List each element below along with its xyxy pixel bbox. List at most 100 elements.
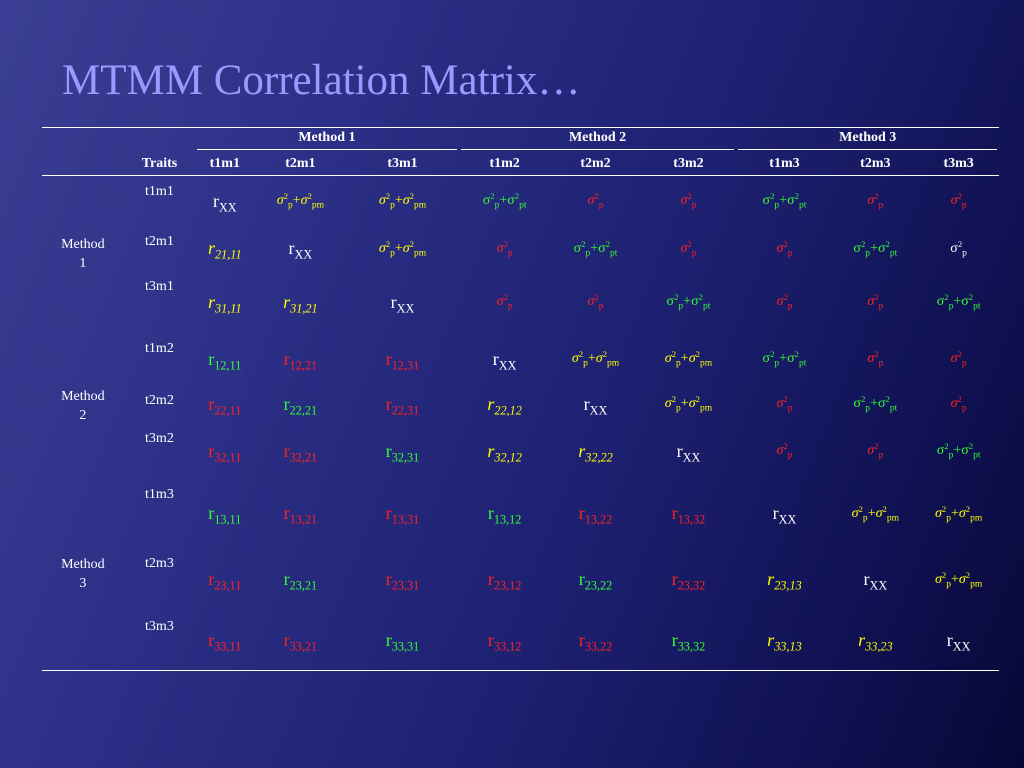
superscript: 2 <box>794 191 799 202</box>
row-header-t3m3: t3m3 <box>145 618 174 634</box>
subscript: p <box>948 301 954 312</box>
row-group-label-line: Method <box>61 237 105 253</box>
matrix-cell: rXX <box>832 548 918 611</box>
subscript: pt <box>889 247 898 258</box>
matrix-row: t3m2 r32,11 r32,21 r32,31 r32,12 r32,22 rXX σ2p… <box>42 423 999 479</box>
cell-text: + <box>292 193 301 209</box>
matrix-row: Method 2 t1m2 r12,11 r12,21 r12,31 rXX σ2p+σ2pm… <box>42 333 999 423</box>
superscript: 2 <box>770 191 775 202</box>
subscript: p <box>878 200 884 211</box>
cell-text: r <box>208 348 215 369</box>
subscript: 13,31 <box>391 512 420 527</box>
subscript: XX <box>396 300 415 315</box>
subscript: XX <box>682 449 701 464</box>
cell-text: r <box>487 569 494 589</box>
matrix-cell: σ2p <box>640 176 736 226</box>
superscript: 2 <box>944 441 949 452</box>
sigma-symbol: σ <box>875 505 883 521</box>
superscript: 2 <box>858 503 863 514</box>
subscript: p <box>494 200 500 211</box>
matrix-cell: σ2p+σ2pt <box>459 176 551 226</box>
subscript: 33,31 <box>391 639 420 654</box>
subscript: pm <box>699 403 713 414</box>
cell-text: r <box>208 393 215 414</box>
subscript: 23,13 <box>774 578 802 593</box>
cell-text: r <box>283 503 290 523</box>
col-header-t2m1: t2m1 <box>285 155 316 171</box>
subscript: p <box>691 247 697 258</box>
subscript: pm <box>414 200 427 211</box>
subscript: 23,22 <box>584 578 613 593</box>
matrix-cell: σ2p+σ2pt <box>551 226 641 271</box>
matrix-cell: r33,22 <box>551 611 641 671</box>
cell-text: r <box>390 291 397 312</box>
col-header-t3m3: t3m3 <box>943 155 974 171</box>
row-group-label-line: 3 <box>79 576 87 592</box>
subscript: pt <box>702 301 711 312</box>
superscript: 2 <box>941 569 947 580</box>
subscript: pt <box>973 301 981 312</box>
cell-text: r <box>208 630 215 651</box>
cell-text: r <box>767 569 775 589</box>
matrix-cell: σ2p <box>918 385 999 423</box>
subscript: p <box>287 200 293 211</box>
cell-text: +σ <box>779 351 795 366</box>
matrix-cell: r32,22 <box>551 423 641 479</box>
matrix-cell: r23,32 <box>640 548 736 611</box>
subscript: 33,11 <box>214 639 242 654</box>
matrix-cell: rXX <box>736 479 832 548</box>
subscript: pt <box>798 358 807 369</box>
matrix-cell: σ2p+σ2pm <box>254 176 346 226</box>
sigma-symbol: σ <box>936 294 945 309</box>
sigma-symbol: σ <box>958 505 966 521</box>
matrix-cell: r31,11 <box>195 271 254 333</box>
row-header-t1m2: t1m2 <box>145 340 174 356</box>
subscript: 32,21 <box>289 449 318 464</box>
row-header-t2m3: t2m3 <box>145 555 174 571</box>
subscript: p <box>774 200 780 211</box>
matrix-cell: r22,31 <box>346 385 458 423</box>
matrix-cell: r22,21 <box>254 385 346 423</box>
matrix-cell: σ2p+σ2pm <box>918 479 999 548</box>
subscript: 21,11 <box>215 247 242 262</box>
matrix-cell: r33,11 <box>195 611 254 671</box>
sigma-symbol: σ <box>680 240 688 256</box>
matrix-cell: r12,21 <box>254 333 346 385</box>
subscript: p <box>585 247 591 258</box>
sigma-symbol: σ <box>402 240 410 256</box>
sigma-symbol: σ <box>402 193 410 209</box>
matrix-cell: σ2p+σ2pt <box>918 271 999 333</box>
matrix-cell: r12,31 <box>346 333 458 385</box>
superscript: 2 <box>514 191 520 202</box>
method-2-row-group: Method 2 <box>42 333 124 479</box>
matrix-row: t3m3 r33,11 r33,21 r33,31 r33,12 r33,22 r33,32… <box>42 611 999 671</box>
matrix-cell: σ2p+σ2pm <box>640 333 736 385</box>
superscript: 2 <box>882 503 887 514</box>
row-header-t2m2: t2m2 <box>145 392 174 408</box>
superscript: 2 <box>503 292 508 303</box>
cell-text: r <box>578 503 585 523</box>
matrix-cell: σ2p <box>918 176 999 226</box>
subscript: pm <box>970 512 983 523</box>
subscript: 12,21 <box>289 357 318 372</box>
subscript: 22,11 <box>214 402 242 417</box>
subscript: p <box>691 200 697 211</box>
matrix-cell: r32,11 <box>195 423 254 479</box>
superscript: 2 <box>385 191 391 202</box>
matrix-cell: σ2p+σ2pt <box>832 385 918 423</box>
sigma-symbol: σ <box>496 240 504 256</box>
subscript: pm <box>414 247 427 258</box>
row-header-t2m1: t2m1 <box>145 233 174 249</box>
slide-title: MTMM Correlation Matrix… <box>62 57 581 104</box>
superscript: 2 <box>409 238 414 249</box>
subscript: p <box>865 403 871 414</box>
cell-text: + <box>867 505 876 521</box>
sigma-symbol: σ <box>958 571 966 587</box>
superscript: 2 <box>594 292 599 303</box>
sigma-symbol: σ <box>680 193 688 209</box>
sigma-symbol: σ <box>664 351 672 366</box>
superscript: 2 <box>794 349 799 360</box>
subscript: 23,12 <box>493 578 522 593</box>
matrix-cell: rXX <box>918 611 999 671</box>
matrix-cell: σ2p <box>736 423 832 479</box>
